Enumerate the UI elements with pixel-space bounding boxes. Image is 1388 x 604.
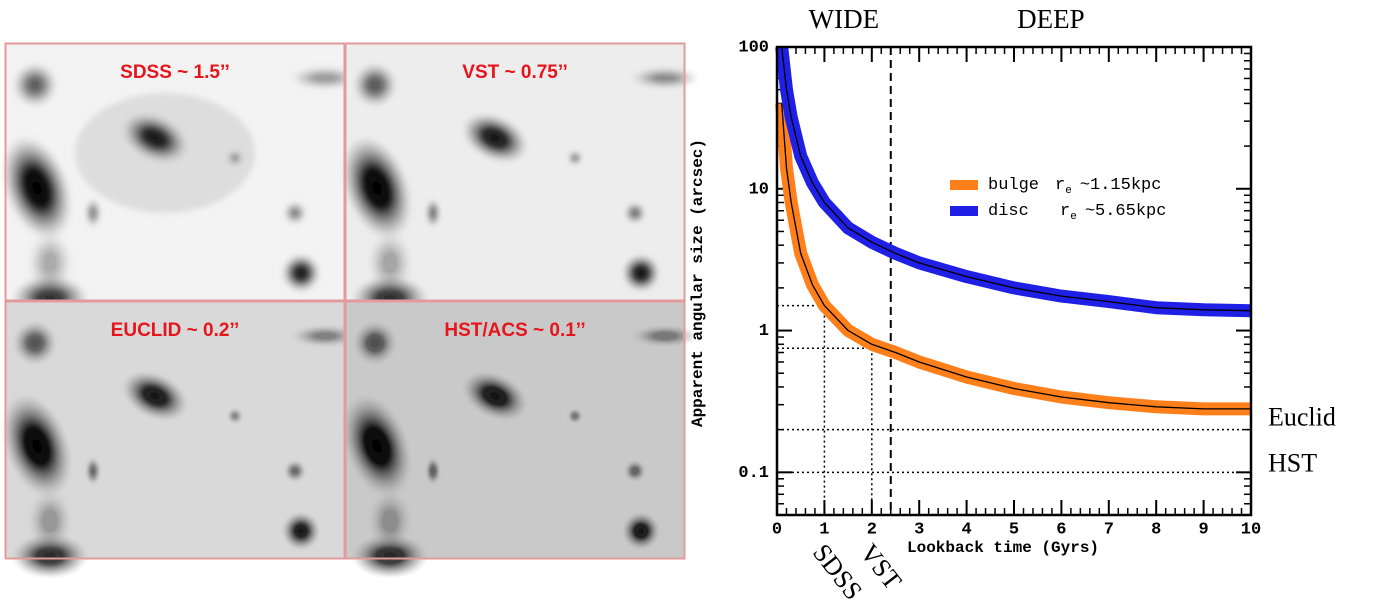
series-center-line bbox=[781, 46, 1252, 312]
survey-label: SDSS bbox=[807, 539, 868, 599]
galaxy bbox=[227, 150, 243, 166]
galaxy bbox=[289, 66, 361, 90]
galaxy bbox=[341, 135, 413, 241]
image-panel: HST/ACS ~ 0.1’’ bbox=[341, 300, 701, 579]
panel-label: HST/ACS ~ 0.1’’ bbox=[444, 320, 585, 341]
galaxy bbox=[281, 253, 321, 293]
galaxy bbox=[11, 533, 89, 579]
galaxy bbox=[121, 112, 189, 164]
galaxy bbox=[283, 459, 307, 483]
galaxy bbox=[341, 393, 413, 499]
legend-radius: ~1.15kpc bbox=[1080, 176, 1162, 195]
x-tick-label: 1 bbox=[819, 520, 829, 539]
series-center-line bbox=[781, 103, 1251, 410]
galaxy bbox=[629, 66, 701, 90]
galaxy bbox=[281, 511, 321, 551]
galaxy bbox=[621, 511, 661, 551]
galaxy bbox=[85, 198, 101, 228]
galaxy bbox=[283, 201, 307, 225]
panel-label: EUCLID ~ 0.2’’ bbox=[111, 320, 240, 341]
galaxy bbox=[27, 489, 73, 553]
x-axis-label: Lookback time (Gyrs) bbox=[907, 539, 1099, 557]
y-tick-label: 10 bbox=[749, 180, 769, 199]
legend-subscript: e bbox=[1065, 185, 1072, 197]
resolution-label: Euclid bbox=[1268, 403, 1336, 432]
galaxy bbox=[367, 489, 413, 553]
y-tick-label: 0.1 bbox=[738, 464, 769, 483]
image-panel: SDSS ~ 1.5’’ bbox=[1, 42, 361, 321]
galaxy bbox=[367, 231, 413, 295]
galaxy bbox=[623, 201, 647, 225]
galaxy bbox=[352, 62, 398, 108]
galaxies bbox=[341, 62, 701, 321]
x-tick-label: 3 bbox=[914, 520, 924, 539]
legend-symbol: r bbox=[1060, 202, 1070, 221]
galaxy bbox=[623, 459, 647, 483]
galaxy bbox=[27, 231, 73, 295]
galaxy bbox=[567, 408, 583, 424]
y-axis-label: Apparent angular size (arcsec) bbox=[689, 139, 707, 427]
galaxy bbox=[289, 324, 361, 348]
plot-frame bbox=[775, 45, 1253, 517]
galaxy bbox=[1, 393, 73, 499]
x-tick-label: 10 bbox=[1241, 520, 1261, 539]
galaxy bbox=[12, 62, 58, 108]
galaxy bbox=[85, 456, 101, 486]
x-tick-label: 2 bbox=[867, 520, 877, 539]
galaxy bbox=[461, 112, 529, 164]
galaxy bbox=[621, 253, 661, 293]
image-panel: VST ~ 0.75’’ bbox=[341, 42, 701, 321]
region-label: WIDE bbox=[809, 4, 879, 34]
panel-label: SDSS ~ 1.5’’ bbox=[120, 62, 230, 83]
resolution-label: HST bbox=[1268, 448, 1317, 477]
x-tick-label: 8 bbox=[1151, 520, 1161, 539]
y-tick-label: 100 bbox=[738, 38, 769, 57]
galaxy bbox=[352, 320, 398, 366]
panel-border bbox=[344, 300, 686, 560]
x-tick-label: 4 bbox=[961, 520, 971, 539]
legend-entry: bulge re ~1.15kpc bbox=[988, 176, 1161, 196]
galaxy bbox=[121, 370, 189, 422]
x-tick-label: 6 bbox=[1056, 520, 1066, 539]
galaxy bbox=[351, 533, 429, 579]
legend-name: disc bbox=[988, 202, 1029, 221]
x-tick-label: 0 bbox=[772, 520, 782, 539]
x-tick-label: 7 bbox=[1104, 520, 1114, 539]
galaxies bbox=[341, 320, 701, 579]
legend-entry: disc re ~5.65kpc bbox=[988, 202, 1166, 222]
y-tick-label: 1 bbox=[759, 322, 769, 341]
x-tick-label: 5 bbox=[1009, 520, 1019, 539]
galaxies bbox=[1, 62, 361, 321]
x-tick-label: 9 bbox=[1198, 520, 1208, 539]
region-label: DEEP bbox=[1017, 4, 1085, 34]
galaxy bbox=[425, 198, 441, 228]
galaxy bbox=[1, 135, 73, 241]
image-panels: SDSS ~ 1.5’’ VST ~ 0.75’’ EUCLID ~ 0.2’’ HS… bbox=[1, 42, 701, 579]
legend-name: bulge bbox=[988, 176, 1039, 195]
galaxy bbox=[567, 150, 583, 166]
galaxy bbox=[629, 324, 701, 348]
legend-symbol: r bbox=[1055, 176, 1065, 195]
legend-subscript: e bbox=[1070, 211, 1077, 223]
galaxy bbox=[425, 456, 441, 486]
image-panel: EUCLID ~ 0.2’’ bbox=[1, 300, 361, 579]
legend-radius: ~5.65kpc bbox=[1085, 202, 1167, 221]
series-line bbox=[775, 102, 1251, 416]
galaxy bbox=[12, 320, 58, 366]
galaxies bbox=[1, 320, 361, 579]
galaxy bbox=[227, 408, 243, 424]
galaxy bbox=[461, 370, 529, 422]
panel-label: VST ~ 0.75’’ bbox=[462, 62, 567, 83]
